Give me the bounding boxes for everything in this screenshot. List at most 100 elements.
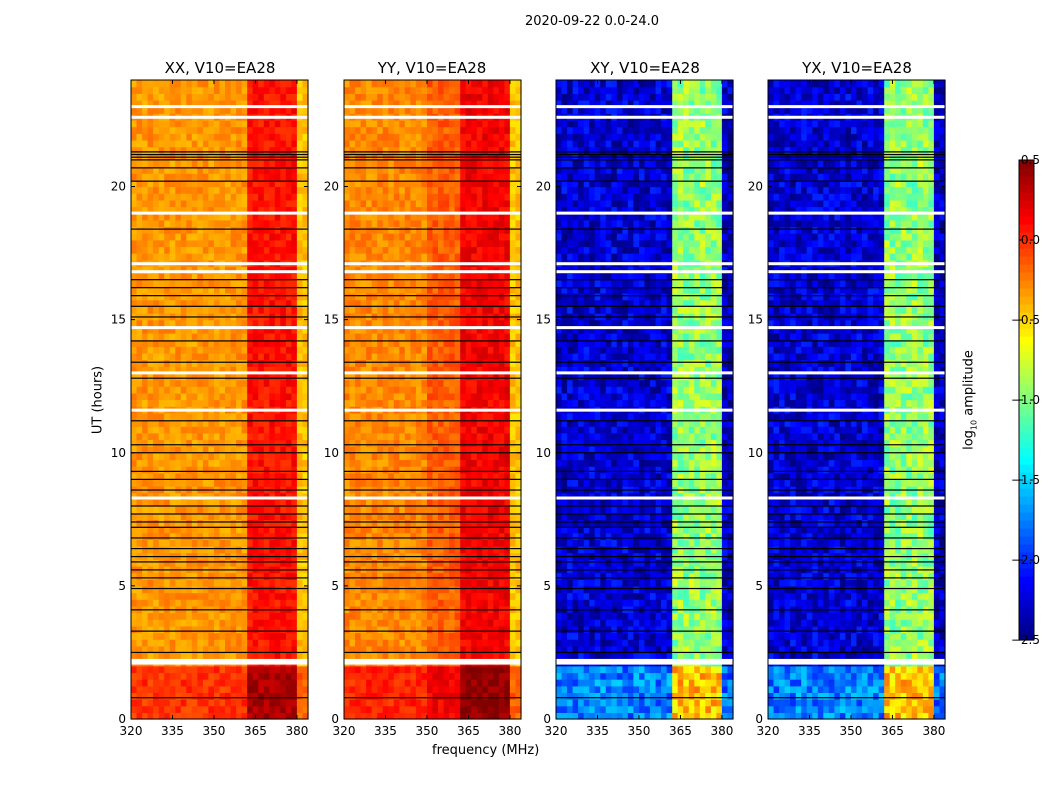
heatmap-cell — [241, 539, 248, 547]
heatmap-cell — [186, 253, 193, 261]
heatmap-cell — [252, 199, 259, 208]
heatmap-cell — [252, 279, 259, 287]
heatmap-cell — [388, 179, 395, 188]
heatmap-cell — [208, 512, 215, 520]
heatmap-cell — [291, 266, 298, 274]
heatmap-cell — [180, 359, 187, 367]
heatmap-cell — [225, 239, 232, 248]
heatmap-cell — [415, 352, 422, 361]
heatmap-cell — [263, 645, 270, 654]
heatmap-cell — [388, 226, 395, 234]
heatmap-cell — [449, 685, 456, 693]
heatmap-cell — [142, 579, 149, 587]
heatmap-cell — [258, 665, 265, 674]
heatmap-cell — [169, 339, 176, 347]
heatmap-cell — [438, 179, 445, 188]
heatmap-cell — [399, 119, 406, 128]
panel-title-yy: YY, V10=EA28 — [377, 59, 487, 77]
heatmap-cell — [230, 159, 237, 168]
heatmap-cell — [302, 559, 309, 567]
heatmap-cell — [131, 432, 138, 441]
heatmap-cell — [164, 519, 171, 527]
heatmap-cell — [371, 439, 378, 447]
heatmap-cell — [399, 173, 406, 181]
heatmap-cell — [197, 439, 204, 447]
heatmap-cell — [191, 213, 198, 221]
heatmap-cell — [404, 186, 411, 194]
heatmap-cell — [404, 213, 411, 221]
heatmap-cell — [269, 372, 276, 381]
flagged-blank-row — [131, 326, 308, 330]
heatmap-cell — [186, 705, 193, 713]
heatmap-cell — [291, 432, 298, 441]
heatmap-cell — [252, 239, 259, 248]
heatmap-cell — [280, 253, 287, 261]
heatmap-cell — [410, 339, 417, 347]
heatmap-cell — [421, 599, 428, 607]
heatmap-cell — [175, 319, 182, 327]
heatmap-cell — [164, 366, 171, 374]
heatmap-cell — [344, 492, 351, 500]
heatmap-cell — [225, 366, 232, 374]
heatmap-cell — [360, 286, 367, 294]
heatmap-cell — [164, 213, 171, 221]
heatmap-cell — [169, 239, 176, 248]
heatmap-cell — [366, 712, 373, 720]
heatmap-cell — [247, 193, 254, 201]
flagged-dark-row — [131, 505, 308, 507]
heatmap-cell — [153, 499, 160, 507]
heatmap-cell — [208, 173, 215, 181]
heatmap-cell — [142, 426, 149, 434]
heatmap-cell — [399, 293, 406, 301]
heatmap-cell — [393, 146, 400, 154]
heatmap-cell — [438, 632, 445, 640]
heatmap-cell — [349, 86, 356, 94]
heatmap-cell — [388, 186, 395, 194]
heatmap-cell — [421, 585, 428, 594]
heatmap-cell — [269, 299, 276, 307]
heatmap-cell — [360, 193, 367, 201]
heatmap-cell — [164, 106, 171, 114]
heatmap-cell — [169, 665, 176, 674]
heatmap-cell — [280, 559, 287, 567]
heatmap-cell — [344, 173, 351, 181]
heatmap-cell — [247, 159, 254, 168]
heatmap-cell — [285, 93, 292, 101]
heatmap-cell — [274, 326, 281, 334]
heatmap-cell — [274, 479, 281, 487]
heatmap-cell — [153, 452, 160, 461]
heatmap-cell — [230, 699, 237, 707]
heatmap-cell — [432, 579, 439, 587]
heatmap-cell — [136, 346, 143, 354]
heatmap-cell — [399, 466, 406, 474]
heatmap-cell — [360, 306, 367, 314]
heatmap-cell — [280, 439, 287, 447]
heatmap-cell — [225, 286, 232, 294]
flagged-blank-row — [131, 658, 308, 662]
heatmap-cell — [360, 392, 367, 401]
heatmap-cell — [147, 126, 154, 134]
heatmap-cell — [291, 585, 298, 594]
heatmap-cell — [131, 213, 138, 221]
heatmap-cell — [427, 133, 434, 141]
heatmap-cell — [208, 506, 215, 514]
heatmap-cell — [415, 665, 422, 674]
heatmap-cell — [142, 672, 149, 680]
heatmap-cell — [202, 439, 209, 447]
heatmap-cell — [302, 219, 309, 228]
heatmap-cell — [225, 226, 232, 234]
heatmap-cell — [202, 173, 209, 181]
heatmap-cell — [399, 159, 406, 168]
heatmap-cell — [438, 392, 445, 401]
heatmap-cell — [131, 459, 138, 467]
flagged-dark-row — [131, 513, 308, 515]
heatmap-cell — [208, 639, 215, 647]
heatmap-cell — [197, 306, 204, 314]
heatmap-cell — [399, 273, 406, 281]
heatmap-cell — [164, 293, 171, 301]
heatmap-cell — [366, 426, 373, 434]
heatmap-cell — [388, 712, 395, 720]
heatmap-cell — [214, 692, 221, 700]
heatmap-cell — [366, 559, 373, 567]
heatmap-cell — [404, 632, 411, 640]
